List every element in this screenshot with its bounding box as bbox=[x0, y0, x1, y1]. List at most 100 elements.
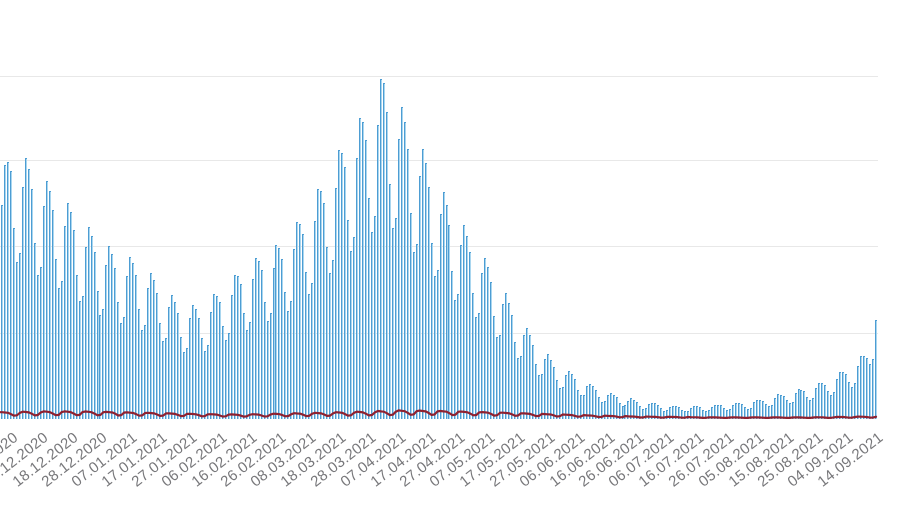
bar bbox=[177, 313, 179, 419]
bar bbox=[866, 358, 869, 419]
bar bbox=[12, 228, 15, 419]
bar bbox=[812, 398, 815, 419]
bar bbox=[687, 411, 690, 419]
bar bbox=[466, 236, 469, 419]
bar bbox=[421, 149, 424, 419]
bar bbox=[433, 276, 436, 419]
bar bbox=[809, 400, 812, 419]
bar bbox=[788, 403, 791, 419]
bar bbox=[364, 140, 367, 419]
bar bbox=[746, 409, 749, 419]
bar bbox=[779, 395, 782, 419]
bar bbox=[373, 216, 376, 419]
bar bbox=[129, 257, 132, 419]
bar bbox=[209, 312, 212, 419]
bar bbox=[227, 333, 230, 419]
bar bbox=[621, 406, 624, 419]
bar bbox=[171, 295, 173, 419]
bar bbox=[672, 406, 675, 419]
bar bbox=[794, 393, 797, 419]
bar bbox=[806, 397, 809, 419]
bar bbox=[496, 337, 499, 419]
bar bbox=[800, 390, 803, 419]
bar bbox=[275, 245, 278, 419]
bar bbox=[532, 345, 534, 419]
bar bbox=[30, 189, 33, 419]
bar bbox=[63, 226, 66, 419]
bar bbox=[212, 294, 215, 419]
bar bbox=[570, 374, 573, 419]
bar bbox=[27, 169, 30, 419]
bar bbox=[526, 328, 528, 419]
bar bbox=[663, 411, 666, 419]
bar bbox=[224, 340, 227, 419]
bar bbox=[439, 214, 442, 419]
bar bbox=[341, 153, 344, 419]
bar bbox=[758, 400, 761, 419]
bar bbox=[236, 276, 239, 419]
bar bbox=[239, 284, 242, 419]
bar bbox=[397, 139, 400, 419]
bar bbox=[540, 374, 543, 419]
bar bbox=[254, 258, 257, 419]
bar bbox=[311, 283, 314, 419]
bar bbox=[257, 261, 260, 419]
bar bbox=[797, 389, 800, 419]
bar bbox=[719, 405, 722, 419]
bar bbox=[33, 243, 36, 419]
bar bbox=[573, 379, 576, 419]
bar bbox=[675, 406, 678, 419]
bar bbox=[499, 335, 502, 419]
bar bbox=[168, 307, 170, 419]
bar bbox=[206, 345, 209, 419]
bar bbox=[308, 294, 311, 419]
bar bbox=[875, 320, 877, 419]
bar bbox=[320, 191, 323, 419]
bar bbox=[332, 260, 335, 419]
bar bbox=[708, 410, 710, 419]
bar bbox=[415, 244, 418, 419]
bar bbox=[785, 400, 788, 419]
bar bbox=[353, 237, 355, 419]
bar bbox=[591, 386, 594, 419]
bar bbox=[722, 408, 725, 419]
bar bbox=[42, 206, 45, 419]
bar bbox=[514, 342, 517, 419]
bar bbox=[338, 150, 341, 419]
bar bbox=[579, 395, 582, 419]
bar bbox=[821, 383, 824, 419]
bar bbox=[15, 262, 18, 419]
bar bbox=[505, 293, 508, 419]
bar bbox=[555, 380, 558, 419]
bar bbox=[567, 371, 570, 419]
bar bbox=[403, 122, 406, 419]
bar bbox=[84, 247, 87, 419]
bar bbox=[117, 302, 120, 419]
bar bbox=[651, 403, 654, 419]
bar bbox=[630, 398, 633, 419]
bar bbox=[639, 406, 642, 419]
bar bbox=[645, 408, 648, 419]
bar bbox=[293, 249, 296, 419]
bar bbox=[767, 406, 770, 419]
bar bbox=[36, 275, 39, 419]
bar bbox=[576, 390, 579, 419]
bar bbox=[323, 203, 326, 419]
bar bbox=[815, 388, 818, 419]
bar bbox=[72, 230, 75, 419]
bar bbox=[391, 228, 394, 419]
bar bbox=[624, 405, 627, 419]
bar bbox=[350, 251, 352, 419]
bar bbox=[657, 405, 660, 419]
bar bbox=[752, 402, 755, 419]
bar bbox=[660, 408, 663, 419]
bar bbox=[603, 401, 606, 419]
bar bbox=[511, 315, 514, 419]
bar bbox=[537, 375, 540, 419]
bar bbox=[430, 243, 433, 419]
bar bbox=[839, 372, 842, 419]
bar bbox=[696, 406, 698, 419]
bar bbox=[558, 388, 561, 419]
bar bbox=[731, 405, 734, 419]
